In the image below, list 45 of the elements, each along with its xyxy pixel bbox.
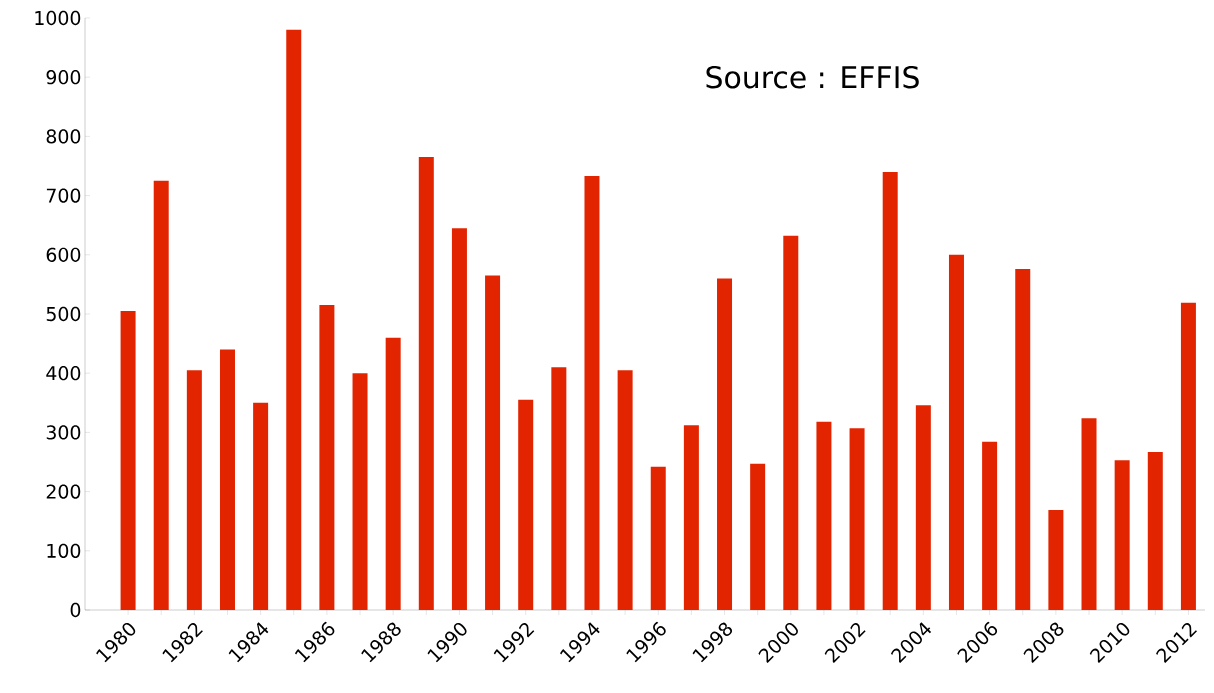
bar — [1114, 460, 1130, 610]
bar — [352, 373, 368, 610]
bar — [153, 180, 169, 610]
y-tick-label: 500 — [46, 306, 81, 322]
bar — [1081, 418, 1097, 610]
bar — [253, 402, 269, 610]
bar — [683, 425, 699, 610]
bar — [319, 305, 335, 610]
bar — [849, 428, 865, 610]
bar — [948, 254, 964, 610]
bar — [1048, 509, 1064, 610]
bar — [650, 466, 666, 610]
bar — [518, 399, 534, 610]
y-tick-label: 400 — [46, 366, 81, 381]
y-tick-label: 1000 — [35, 10, 81, 26]
bar — [750, 463, 766, 610]
bar — [451, 228, 467, 610]
y-tick-label: 900 — [46, 70, 81, 85]
bar — [584, 176, 600, 610]
y-tick-label: 600 — [46, 247, 81, 262]
y-tick-label: 300 — [46, 425, 81, 440]
annotation: Source : EFFIS — [706, 65, 919, 89]
bar — [286, 29, 302, 610]
bar — [120, 311, 136, 610]
bar — [1180, 302, 1196, 610]
bar — [186, 370, 202, 610]
bar — [816, 421, 832, 610]
bar — [551, 367, 567, 610]
y-tick-label: 800 — [46, 129, 81, 144]
bar — [1015, 269, 1031, 610]
y-tick-label: 200 — [46, 484, 81, 499]
bar — [882, 171, 898, 610]
bar — [1147, 451, 1163, 610]
bar — [385, 337, 401, 610]
y-tick-label: 700 — [46, 188, 81, 203]
y-tick-label: 100 — [47, 543, 81, 558]
bar — [982, 441, 998, 610]
y-tick-label: 0 — [70, 602, 81, 618]
bar — [717, 278, 733, 610]
bar — [915, 405, 931, 610]
bar — [617, 370, 633, 610]
bar — [783, 235, 799, 610]
bar — [418, 157, 434, 610]
bar — [219, 349, 235, 610]
bar — [485, 275, 501, 610]
